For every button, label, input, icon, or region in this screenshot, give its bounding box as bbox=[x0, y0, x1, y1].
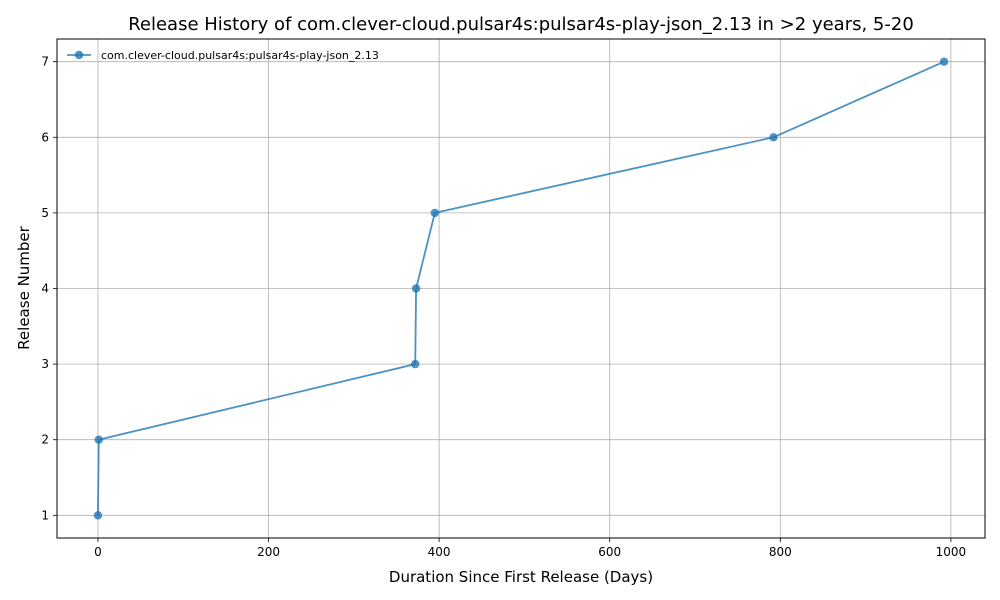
x-tick-label: 400 bbox=[428, 545, 451, 559]
data-point bbox=[939, 57, 949, 66]
grid-lines bbox=[57, 39, 985, 538]
data-point bbox=[769, 133, 778, 142]
y-axis-label: Release Number bbox=[15, 225, 33, 349]
x-tick-label: 800 bbox=[769, 545, 792, 559]
series-layer bbox=[93, 57, 949, 520]
axis-ticks: 0 200 400 600 800 1000 1 2 3 4 5 6 7 bbox=[41, 55, 966, 559]
data-point bbox=[93, 511, 103, 520]
y-tick-label: 2 bbox=[41, 433, 49, 447]
x-axis-label: Duration Since First Release (Days) bbox=[389, 568, 653, 586]
data-point bbox=[411, 284, 421, 293]
legend-marker-swatch bbox=[74, 50, 84, 60]
legend: com.clever-cloud.pulsar4s:pulsar4s-play-… bbox=[67, 49, 379, 62]
chart-title: Release History of com.clever-cloud.puls… bbox=[128, 14, 914, 35]
legend-entry-label: com.clever-cloud.pulsar4s:pulsar4s-play-… bbox=[101, 49, 379, 62]
x-tick-label: 600 bbox=[598, 545, 621, 559]
y-tick-label: 7 bbox=[41, 55, 49, 69]
x-tick-label: 1000 bbox=[936, 545, 967, 559]
data-point bbox=[94, 435, 103, 444]
y-tick-label: 3 bbox=[41, 357, 49, 371]
y-tick-label: 6 bbox=[41, 130, 49, 144]
x-tick-label: 0 bbox=[94, 545, 102, 559]
x-tick-label: 200 bbox=[257, 545, 280, 559]
y-tick-label: 5 bbox=[41, 206, 49, 220]
y-tick-label: 4 bbox=[41, 282, 49, 296]
data-point bbox=[430, 208, 440, 218]
data-point bbox=[411, 359, 420, 369]
y-tick-label: 1 bbox=[41, 508, 49, 522]
